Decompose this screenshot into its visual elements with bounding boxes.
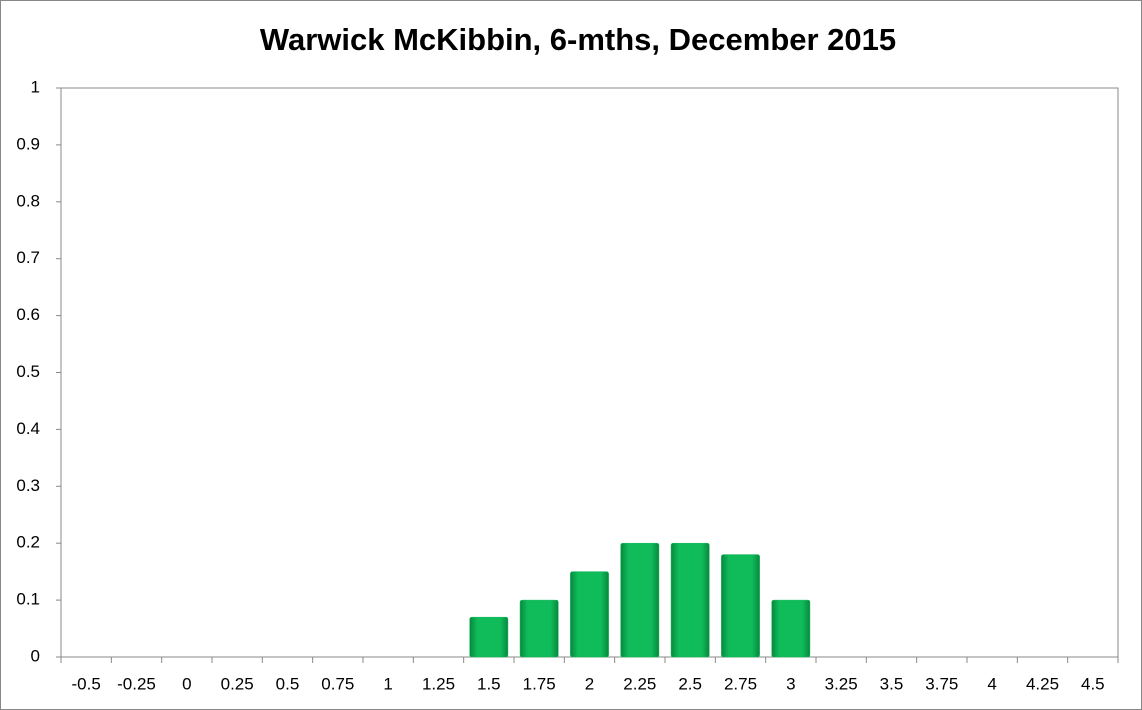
- x-tick-label: -0.5: [72, 674, 101, 693]
- y-tick-label: 0.2: [16, 533, 40, 552]
- y-tick-label: 0.6: [16, 305, 40, 324]
- y-tick-label: 0.9: [16, 134, 40, 153]
- x-tick-label: -0.25: [117, 674, 156, 693]
- bar: [570, 571, 609, 658]
- x-tick-label: 3: [786, 674, 795, 693]
- x-tick-label: 4.5: [1081, 674, 1105, 693]
- x-tick-label: 3.25: [825, 674, 858, 693]
- x-tick-label: 2.75: [724, 674, 757, 693]
- x-tick-label: 0: [182, 674, 191, 693]
- bar: [620, 542, 660, 658]
- bar: [469, 616, 509, 658]
- x-tick-label: 2.5: [678, 674, 702, 693]
- x-tick-label: 0.25: [221, 674, 254, 693]
- x-tick-label: 4.25: [1026, 674, 1059, 693]
- y-tick-label: 0: [31, 646, 40, 665]
- x-tick-label: 3.75: [925, 674, 958, 693]
- bar: [519, 599, 559, 658]
- bar: [721, 554, 760, 658]
- bar: [771, 599, 811, 658]
- x-tick-label: 0.5: [276, 674, 300, 693]
- x-tick-label: 2: [585, 674, 594, 693]
- x-tick-label: 4: [987, 674, 996, 693]
- y-tick-label: 0.1: [16, 590, 40, 609]
- x-tick-label: 2.25: [623, 674, 656, 693]
- y-tick-label: 0.5: [16, 362, 40, 381]
- x-tick-label: 1.75: [523, 674, 556, 693]
- y-tick-label: 0.8: [16, 191, 40, 210]
- bar: [670, 542, 710, 658]
- y-tick-label: 0.4: [16, 419, 40, 438]
- x-tick-label: 1.5: [477, 674, 501, 693]
- y-tick-label: 0.7: [16, 248, 40, 267]
- y-tick-label: 0.3: [16, 476, 40, 495]
- x-tick-label: 1: [383, 674, 392, 693]
- x-tick-label: 0.75: [321, 674, 354, 693]
- x-tick-label: 1.25: [422, 674, 455, 693]
- x-tick-label: 3.5: [880, 674, 904, 693]
- chart-title: Warwick McKibbin, 6-mths, December 2015: [260, 22, 896, 57]
- y-tick-label: 1: [31, 77, 40, 96]
